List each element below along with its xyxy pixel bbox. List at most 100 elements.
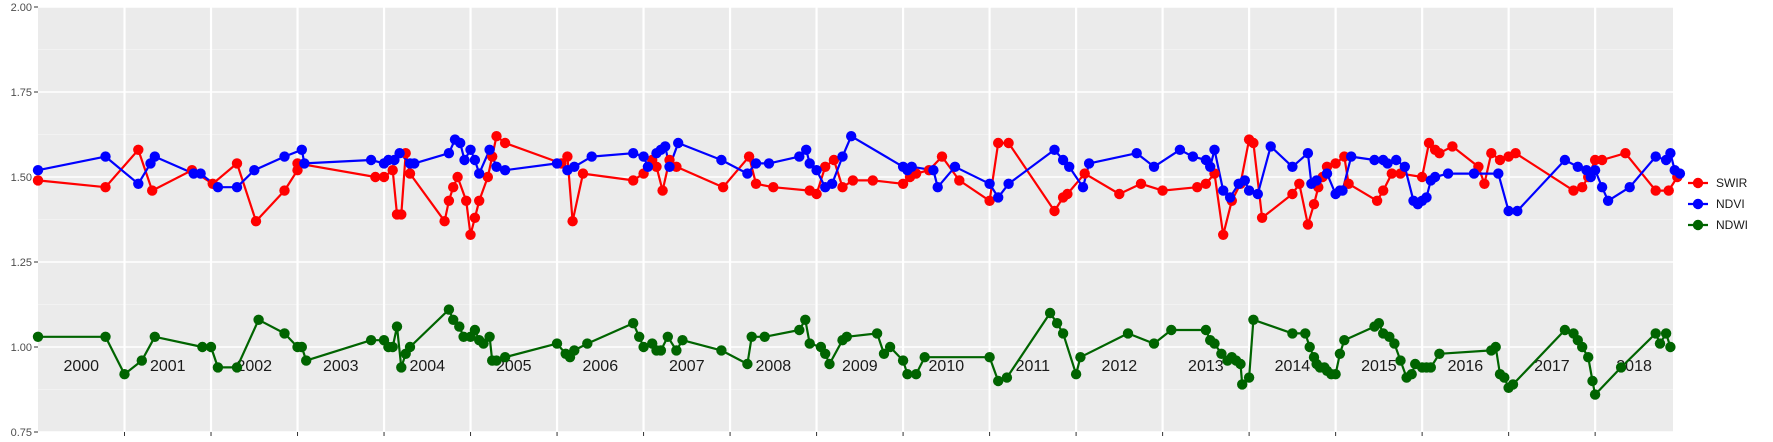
data-point-ndvi <box>1337 185 1348 196</box>
data-point-ndwi <box>824 358 835 370</box>
data-point-swir <box>562 151 573 162</box>
data-point-swir <box>1200 178 1212 189</box>
data-point-ndwi <box>1589 389 1601 400</box>
data-point-swir <box>1486 148 1497 159</box>
data-point-ndvi <box>1650 151 1661 162</box>
data-point-swir <box>847 175 859 186</box>
data-point-swir <box>1663 185 1674 196</box>
data-point-ndvi <box>826 178 838 189</box>
data-point-ndvi <box>1503 205 1514 217</box>
data-point-ndwi <box>582 338 593 349</box>
data-point-ndwi <box>1243 372 1255 383</box>
y-tick-label: 1.75 <box>11 87 32 99</box>
data-point-ndvi <box>1369 154 1380 166</box>
data-point-ndwi <box>119 369 130 380</box>
data-point-ndvi <box>1174 144 1186 155</box>
year-label: 2007 <box>669 358 705 375</box>
data-point-ndvi <box>365 154 377 166</box>
data-point-ndwi <box>1304 341 1315 353</box>
data-point-ndvi <box>279 151 290 162</box>
year-label: 2004 <box>409 358 445 375</box>
data-point-ndvi <box>1391 154 1402 166</box>
data-point-ndvi <box>1512 205 1523 217</box>
data-point-ndwi <box>800 314 811 325</box>
data-point-ndwi <box>716 345 727 356</box>
data-point-ndwi <box>404 341 416 353</box>
data-point-ndvi <box>1624 182 1635 193</box>
data-point-ndvi <box>249 165 260 176</box>
data-point-ndvi <box>984 178 995 189</box>
data-point-swir <box>1577 182 1588 193</box>
data-point-ndvi <box>296 144 307 155</box>
data-point-ndwi <box>484 331 495 342</box>
data-point-ndvi <box>1572 161 1584 172</box>
data-point-ndvi <box>673 137 684 149</box>
data-point-ndwi <box>638 341 649 353</box>
data-point-ndwi <box>1389 338 1400 349</box>
data-point-ndwi <box>742 358 753 370</box>
data-point-ndvi <box>469 154 481 166</box>
data-point-ndvi <box>1003 178 1014 189</box>
data-point-ndwi <box>1373 318 1385 329</box>
data-point-ndwi <box>205 341 217 353</box>
data-point-ndwi <box>499 352 511 363</box>
x-axis <box>124 432 1596 436</box>
data-point-swir <box>984 195 995 206</box>
data-point-swir <box>482 171 493 183</box>
data-point-swir <box>1308 199 1320 210</box>
data-point-ndwi <box>662 331 673 342</box>
data-point-ndwi <box>1395 355 1406 366</box>
data-point-swir <box>370 171 381 183</box>
data-point-ndvi <box>465 144 476 155</box>
data-point-ndwi <box>1330 369 1341 380</box>
data-point-swir <box>1494 154 1506 166</box>
data-point-swir <box>378 171 390 183</box>
data-point-swir <box>1079 168 1090 179</box>
data-point-swir <box>133 144 144 155</box>
data-point-ndwi <box>1300 328 1311 339</box>
data-point-ndwi <box>1001 372 1013 383</box>
data-point-swir <box>1192 182 1203 193</box>
data-point-ndwi <box>391 321 403 332</box>
legend-key-point <box>1692 219 1704 231</box>
data-point-ndvi <box>1064 161 1075 172</box>
legend-label: NDWI <box>1716 218 1748 232</box>
y-tick-label: 1.00 <box>11 342 32 354</box>
data-point-swir <box>404 168 416 179</box>
data-point-ndwi <box>841 331 852 342</box>
data-point-swir <box>1423 137 1435 149</box>
data-point-ndvi <box>32 165 44 176</box>
data-point-ndvi <box>1243 185 1255 196</box>
data-point-swir <box>811 188 822 200</box>
data-point-ndwi <box>1209 338 1220 349</box>
major-gridlines <box>38 6 1673 433</box>
data-point-ndvi <box>484 144 495 155</box>
data-point-ndvi <box>1421 192 1432 203</box>
data-point-swir <box>1256 212 1268 223</box>
data-point-swir <box>1062 188 1073 200</box>
data-point-ndvi <box>1382 158 1393 169</box>
data-point-ndwi <box>279 328 290 339</box>
data-point-ndwi <box>1425 362 1437 373</box>
data-point-ndwi <box>301 355 312 366</box>
data-point-ndvi <box>716 154 727 166</box>
data-point-ndwi <box>1248 314 1259 325</box>
data-point-ndvi <box>212 182 224 193</box>
data-point-swir <box>499 137 511 149</box>
data-point-swir <box>387 165 398 176</box>
year-label: 2006 <box>583 358 619 375</box>
data-point-ndwi <box>1665 341 1676 353</box>
data-point-ndvi <box>1559 154 1571 166</box>
data-point-ndvi <box>1311 175 1322 186</box>
year-label: 2016 <box>1448 358 1484 375</box>
y-tick-label: 1.25 <box>11 257 32 269</box>
data-point-swir <box>469 212 481 223</box>
data-point-swir <box>1114 188 1125 200</box>
data-point-swir <box>750 178 762 189</box>
data-point-ndwi <box>365 335 377 346</box>
series-points <box>32 131 1686 400</box>
data-point-ndvi <box>1083 158 1095 169</box>
data-point-ndwi <box>1490 341 1501 353</box>
data-point-ndvi <box>586 151 597 162</box>
data-point-ndvi <box>664 161 675 172</box>
